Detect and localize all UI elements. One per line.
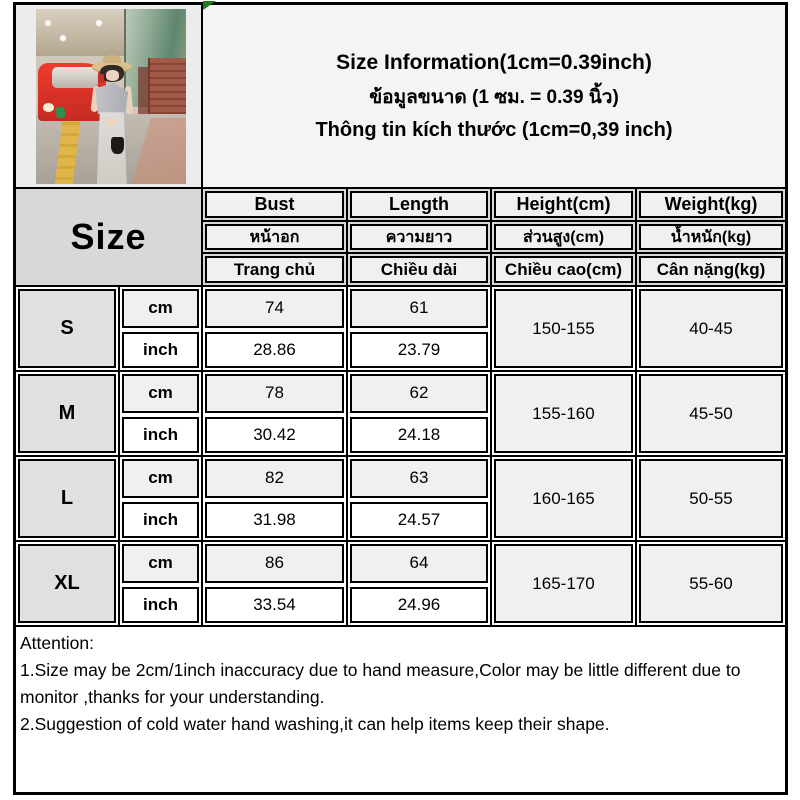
attention-note-2: 2.Suggestion of cold water hand washing,…	[20, 714, 610, 734]
header-bust-en: Bust	[203, 189, 348, 222]
model-photo	[36, 9, 186, 184]
size-header-cell: Size	[16, 189, 203, 287]
size-cell-l: L	[16, 457, 120, 542]
model-handbag-shape	[111, 136, 124, 155]
title-thai: ข้อมูลขนาด (1 ซม. = 0.39 นิ้ว)	[369, 86, 619, 108]
size-cell-s: S	[16, 287, 120, 372]
size-table: Size Information(1cm=0.39inch) ข้อมูลขนา…	[13, 2, 788, 795]
size-cell-m: M	[16, 372, 120, 457]
model-hat-crown-shape	[102, 55, 121, 64]
header-bust-th: หน้าอก	[203, 222, 348, 254]
photo-brick-reflection-shape	[138, 66, 150, 120]
length-inch-m: 24.18	[348, 414, 492, 457]
unit-cm-m: cm	[120, 372, 203, 415]
unit-inch-l: inch	[120, 499, 203, 542]
title-cell: Size Information(1cm=0.39inch) ข้อมูลขนา…	[203, 5, 785, 189]
height-m: 155-160	[492, 372, 637, 457]
unit-inch-m: inch	[120, 414, 203, 457]
photo-cell	[16, 5, 203, 189]
weight-m: 45-50	[637, 372, 785, 457]
model-hands-shape	[105, 117, 117, 127]
header-height-th: ส่วนสูง(cm)	[492, 222, 637, 254]
unit-cm-s: cm	[120, 287, 203, 330]
title-english: Size Information(1cm=0.39inch)	[336, 50, 652, 74]
van-sticker-shape	[55, 106, 67, 119]
model-face-shape	[105, 70, 119, 81]
attention-note-1: 1.Size may be 2cm/1inch inaccuracy due t…	[20, 660, 741, 707]
height-s: 150-155	[492, 287, 637, 372]
length-cm-m: 62	[348, 372, 492, 415]
size-cell-xl: XL	[16, 542, 120, 627]
bust-inch-l: 31.98	[203, 499, 348, 542]
bust-cm-xl: 86	[203, 542, 348, 585]
length-inch-xl: 24.96	[348, 584, 492, 627]
unit-cm-l: cm	[120, 457, 203, 500]
header-weight-en: Weight(kg)	[637, 189, 785, 222]
length-cm-l: 63	[348, 457, 492, 500]
header-bust-vi: Trang chủ	[203, 254, 348, 287]
header-length-en: Length	[348, 189, 492, 222]
weight-l: 50-55	[637, 457, 785, 542]
weight-s: 40-45	[637, 287, 785, 372]
unit-inch-s: inch	[120, 329, 203, 372]
header-length-th: ความยาว	[348, 222, 492, 254]
van-headlight-shape	[42, 103, 55, 112]
header-weight-th: น้ำหนัก(kg)	[637, 222, 785, 254]
header-height-en: Height(cm)	[492, 189, 637, 222]
bust-inch-xl: 33.54	[203, 584, 348, 627]
height-l: 160-165	[492, 457, 637, 542]
unit-cm-xl: cm	[120, 542, 203, 585]
green-corner-marker-icon	[203, 1, 216, 10]
length-cm-xl: 64	[348, 542, 492, 585]
van-windshield-shape	[51, 67, 98, 89]
attention-heading: Attention:	[20, 633, 94, 653]
header-weight-vi: Cân nặng(kg)	[637, 254, 785, 287]
header-length-vi: Chiều dài	[348, 254, 492, 287]
length-cm-s: 61	[348, 287, 492, 330]
bust-cm-l: 82	[203, 457, 348, 500]
weight-xl: 55-60	[637, 542, 785, 627]
bust-inch-m: 30.42	[203, 414, 348, 457]
bust-cm-m: 78	[203, 372, 348, 415]
model-phone-shape	[98, 73, 104, 83]
bust-cm-s: 74	[203, 287, 348, 330]
length-inch-l: 24.57	[348, 499, 492, 542]
header-height-vi: Chiều cao(cm)	[492, 254, 637, 287]
height-xl: 165-170	[492, 542, 637, 627]
attention-note: Attention: 1.Size may be 2cm/1inch inacc…	[16, 627, 785, 792]
bust-inch-s: 28.86	[203, 329, 348, 372]
title-vietnamese: Thông tin kích thước (1cm=0,39 inch)	[315, 118, 673, 141]
length-inch-s: 23.79	[348, 329, 492, 372]
unit-inch-xl: inch	[120, 584, 203, 627]
